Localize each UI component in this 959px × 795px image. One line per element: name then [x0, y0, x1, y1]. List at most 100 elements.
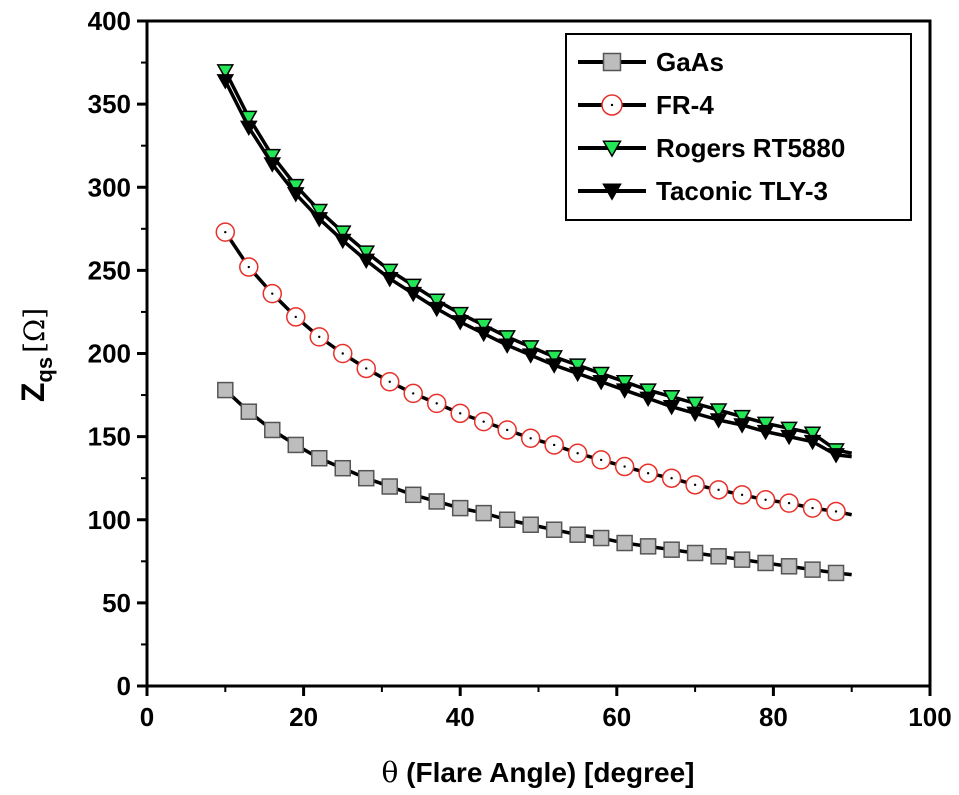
data-point	[286, 178, 305, 195]
data-point	[756, 416, 775, 432]
x-axis-title: θ (Flare Angle) [degree]	[382, 756, 695, 789]
data-point	[709, 413, 728, 429]
data-point-dot	[717, 488, 720, 492]
data-point	[686, 396, 704, 413]
data-point	[662, 399, 681, 416]
data-point	[803, 426, 822, 442]
data-point-dot	[670, 476, 673, 480]
data-point	[333, 233, 352, 250]
data-point	[451, 499, 469, 517]
x-axis-title-text: (Flare Angle) [degree]	[398, 757, 694, 788]
data-point	[357, 245, 376, 261]
data-point-dot	[412, 392, 415, 395]
data-point-dot	[459, 412, 462, 415]
data-point	[521, 340, 540, 356]
series-taconic-tly-3	[216, 74, 852, 464]
y-axis-title-unit: [Ω]	[18, 308, 51, 353]
data-point	[803, 434, 822, 451]
data-point	[498, 338, 516, 354]
data-point	[639, 391, 657, 408]
data-point	[592, 366, 610, 383]
data-point	[475, 504, 492, 522]
legend-marker	[602, 183, 622, 201]
data-point	[334, 459, 351, 477]
data-point	[780, 421, 798, 437]
data-point-dot	[365, 367, 368, 370]
data-point	[639, 538, 657, 555]
data-point	[733, 551, 751, 568]
data-point-dot	[505, 428, 509, 432]
legend: GaAs FR-4 Rogers RT5880 Taconic TLY-3	[565, 33, 912, 221]
series-line	[224, 388, 852, 577]
data-point	[522, 516, 539, 533]
data-point	[615, 375, 634, 391]
axes: 0 20 40 60 80 100 0 50 100 150 200 250 300 350 400	[88, 6, 952, 732]
data-point	[216, 64, 235, 80]
x-tick-label: 100	[908, 702, 951, 732]
x-tick-label: 20	[289, 702, 318, 732]
y-axis-title: Zqs [Ω]	[15, 308, 57, 402]
data-point	[427, 301, 446, 318]
data-point	[568, 366, 587, 383]
data-point	[239, 120, 258, 137]
data-point	[404, 486, 422, 504]
data-point-dot	[529, 437, 532, 440]
data-point-dot	[599, 458, 603, 462]
data-point	[427, 293, 446, 309]
data-point-dot	[834, 510, 838, 513]
data-point	[545, 521, 563, 538]
data-point	[357, 469, 375, 487]
legend-marker	[602, 140, 622, 158]
data-point	[451, 306, 469, 323]
data-point	[545, 358, 563, 374]
legend-label: Rogers RT5880	[656, 133, 845, 163]
data-point	[404, 286, 423, 303]
data-point-dot	[224, 230, 227, 234]
data-point	[757, 554, 774, 572]
data-point	[615, 383, 634, 399]
data-point	[686, 544, 704, 562]
data-point	[451, 315, 469, 331]
data-point	[592, 529, 610, 547]
data-point	[662, 389, 681, 406]
data-point-dot	[341, 352, 344, 355]
data-point	[263, 157, 282, 173]
y-axis-title-main: Z	[15, 383, 51, 403]
data-point	[333, 225, 352, 241]
data-point-dot	[787, 501, 791, 505]
data-point	[733, 418, 751, 434]
data-point	[709, 403, 728, 419]
series-line	[223, 80, 852, 459]
y-tick-label: 0	[117, 671, 131, 701]
data-point-dot	[552, 443, 556, 447]
y-axis-title-subscript: qs	[32, 357, 57, 383]
series-rogers-rt5880	[216, 64, 853, 459]
y-tick-label: 400	[88, 6, 131, 36]
legend-marker-dot	[610, 103, 614, 107]
series-fr-4	[215, 222, 853, 522]
data-point	[686, 406, 704, 422]
legend-marker	[602, 52, 622, 72]
x-tick-label: 80	[759, 702, 788, 732]
data-point	[474, 318, 493, 334]
data-point	[498, 330, 516, 346]
series-group	[215, 64, 853, 582]
data-point	[592, 375, 610, 391]
data-point	[827, 448, 845, 464]
series-gaas	[217, 381, 852, 582]
data-point	[474, 326, 493, 343]
data-point	[780, 558, 798, 575]
data-point	[756, 424, 775, 441]
y-tick-label: 150	[88, 422, 131, 452]
data-point-dot	[388, 380, 391, 383]
data-point	[568, 358, 587, 374]
data-point-dot	[811, 506, 814, 510]
data-point	[404, 278, 423, 294]
data-point-dot	[482, 420, 485, 423]
legend-label: GaAs	[656, 47, 724, 77]
y-tick-label: 200	[88, 339, 131, 369]
data-point	[733, 409, 751, 426]
data-point	[311, 449, 328, 467]
data-point	[217, 381, 234, 399]
